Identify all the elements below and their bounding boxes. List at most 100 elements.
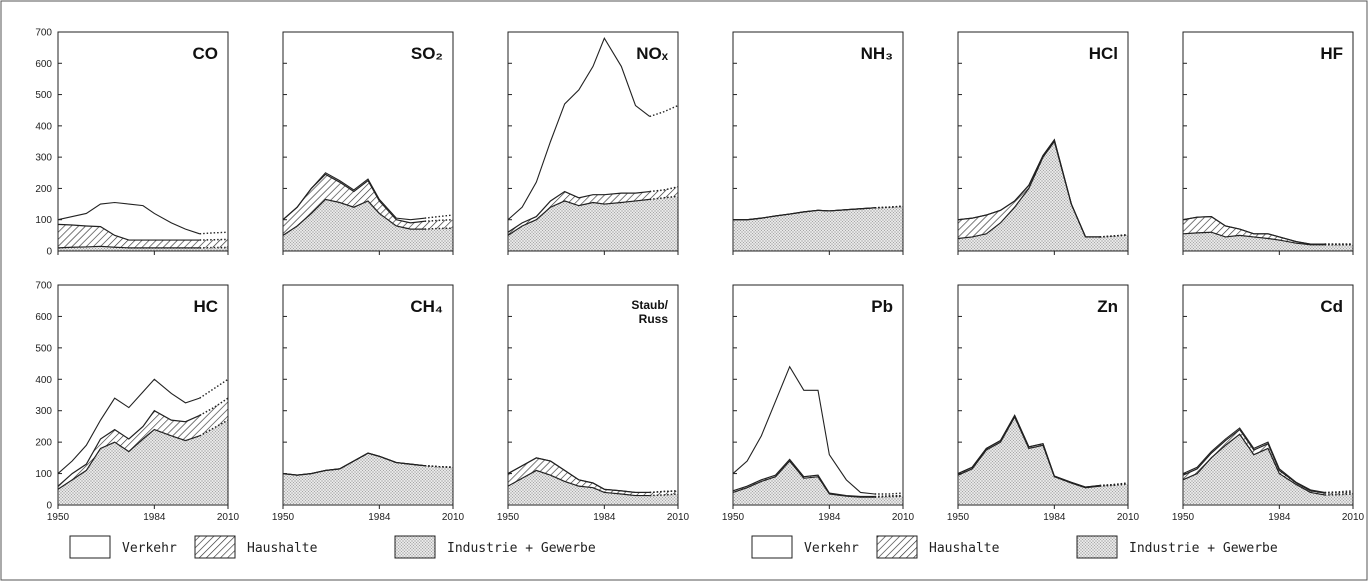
area-industrie-nh3 [733,206,903,251]
x-tick-label: 1950 [272,512,295,523]
projection-line-total-pb [874,492,904,495]
panel-title-hc: HC [193,297,218,316]
panel-frame-so2 [282,31,454,252]
x-tick-label: 2010 [667,512,690,523]
projection-line-total-nox [649,104,679,118]
projection-line-total-cd [1324,490,1354,494]
y-tick-label: 400 [35,121,52,132]
panel-title-hcl: HCl [1089,44,1118,63]
projection-line-total-co [199,231,229,235]
panel-frame-hcl [957,31,1129,252]
x-tick-label: 1984 [818,512,841,523]
legend-label-haushalte: Haushalte [929,541,1000,556]
line-total-pb [732,365,875,495]
projection-line-haushalte-pb [874,494,904,498]
x-tick-label: 2010 [1342,512,1365,523]
line-industrie-so2 [282,198,425,236]
projection-line-total-ch4 [424,465,454,468]
legend-label-verkehr: Verkehr [122,541,177,556]
x-tick-label: 2010 [442,512,465,523]
x-tick-label: 1984 [368,512,391,523]
projection-line-total-staub-russ [649,490,679,494]
panel-title-co: CO [193,44,219,63]
area-industrie-so2 [283,199,453,251]
panel-title-so2: SO₂ [411,44,443,63]
line-industrie-hc [57,428,200,490]
legend-swatch-verkehr [69,535,111,559]
legend-swatch-haushalte [194,535,236,559]
x-tick-label: 1984 [1268,512,1291,523]
y-tick-label: 500 [35,343,52,354]
y-tick-label: 500 [35,90,52,101]
area-verkehr-nox [508,38,678,233]
area-haushalte-co [58,224,228,248]
x-tick-label: 1984 [143,512,166,523]
y-tick-label: 600 [35,59,52,70]
legend-label-industrie-gewerbe: Industrie + Gewerbe [1129,541,1278,556]
area-verkehr-pb [733,366,903,497]
line-total-hf [1182,216,1325,245]
projection-line-total-so2 [424,214,454,219]
panel-frame-nh3 [732,31,904,252]
panel-title-hf: HF [1320,44,1343,63]
y-tick-label: 100 [35,469,52,480]
line-haushalte-pb [732,458,875,498]
panel-so2: SO₂ [282,31,454,255]
panel-frame-hf [1182,31,1354,252]
area-industrie-co [58,246,228,251]
area-industrie-hc [58,420,228,505]
line-industrie-co [57,245,200,249]
line-industrie-staub-russ [507,469,650,497]
area-haushalte-nox [508,186,678,236]
area-haushalte-staub-russ [508,457,678,496]
x-tick-label: 1950 [1172,512,1195,523]
line-total-nox [507,37,651,221]
y-tick-label: 700 [35,28,52,39]
line-haushalte-co [57,223,200,241]
line-total-ch4 [282,452,425,476]
projection-line-total-nh3 [874,205,904,209]
panel-zn: 1950 1984 2010 Zn [947,284,1140,523]
y-tick-label: 0 [46,247,52,258]
line-haushalte-cd [1182,428,1325,494]
area-haushalte-hcl [958,139,1128,239]
projection-line-haushalte-cd [1324,491,1354,494]
area-industrie-hcl [958,141,1128,251]
line-total-co [57,201,200,235]
legend-label-industrie-gewerbe: Industrie + Gewerbe [447,541,596,556]
line-industrie-cd [1182,433,1325,496]
x-tick-label: 2010 [892,512,915,523]
panel-co: 0 100 200 300 400 500 600 700 CO [35,28,229,258]
panel-hc: 0 100 200 300 400 500 600 700 1950 1984 2010 HC [35,281,239,524]
panel-ch4: 1950 1984 2010 CH₄ [272,284,465,523]
panel-title-cd: Cd [1320,297,1343,316]
projection-line-haushalte-nox [649,186,679,193]
area-industrie-pb [733,461,903,505]
x-tick-label: 1984 [1043,512,1066,523]
area-verkehr-so2 [283,172,453,223]
line-haushalte-nox [507,190,650,233]
y-tick-label: 200 [35,184,52,195]
line-industrie-nox [507,198,650,236]
area-industrie-ch4 [283,453,453,505]
x-tick-label: 2010 [1117,512,1140,523]
panel-title-pb: Pb [871,297,893,316]
y-tick-label: 100 [35,215,52,226]
y-tick-label: 300 [35,406,52,417]
area-haushalte-so2 [283,174,453,236]
projection-line-total-zn [1099,482,1129,487]
line-total-zn [957,414,1100,488]
y-tick-label: 700 [35,281,52,292]
x-tick-label: 1950 [497,512,520,523]
projection-line-industrie-cd [1324,493,1354,496]
panel-pb: 1950 1984 2010 Pb [722,284,915,523]
panel-title-zn: Zn [1097,297,1118,316]
panel-frame-co [57,31,229,252]
y-tick-label: 400 [35,375,52,386]
line-total-cd [1182,427,1325,493]
panel-title-ch4: CH₄ [410,297,443,316]
x-tick-label: 1950 [722,512,745,523]
